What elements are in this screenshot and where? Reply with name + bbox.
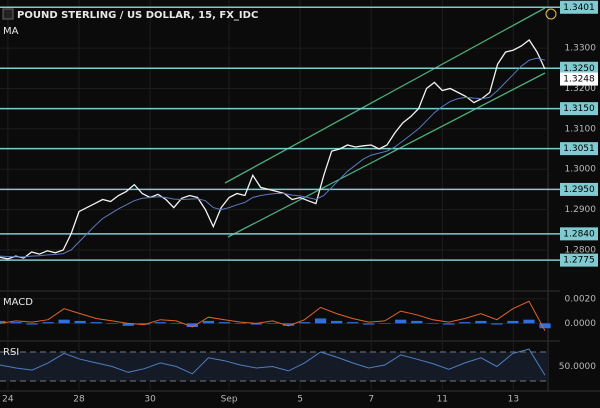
collapse-button[interactable] bbox=[2, 8, 14, 20]
level-label-box bbox=[560, 253, 598, 267]
x-tick-label: 28 bbox=[73, 395, 85, 405]
x-tick-label: 11 bbox=[437, 395, 448, 405]
y-tick-label: 0.0020 bbox=[565, 294, 597, 304]
level-label: 1.3250 bbox=[563, 64, 595, 74]
macd-histogram-bar bbox=[10, 322, 22, 324]
indicator-label: MA bbox=[3, 26, 19, 37]
y-tick-label: 0.0000 bbox=[565, 319, 597, 329]
macd-histogram-bar bbox=[395, 319, 407, 324]
macd-histogram-bar bbox=[154, 322, 166, 324]
series-line bbox=[0, 39, 546, 260]
macd-histogram-bar bbox=[459, 322, 471, 324]
channel-line bbox=[227, 72, 546, 238]
level-label-box bbox=[560, 142, 598, 156]
y-tick-label: 1.2800 bbox=[565, 246, 597, 256]
macd-histogram-bar bbox=[106, 323, 118, 324]
level-label: 1.2775 bbox=[563, 256, 595, 266]
macd-histogram-bar bbox=[90, 322, 102, 324]
macd-histogram-bar bbox=[250, 323, 263, 325]
alert-icon[interactable] bbox=[545, 8, 557, 20]
level-label: 1.3401 bbox=[563, 3, 595, 13]
macd-histogram-bar bbox=[74, 320, 86, 324]
macd-histogram-bar bbox=[443, 323, 455, 325]
y-tick-label: 1.3200 bbox=[565, 84, 597, 94]
macd-histogram-bar bbox=[138, 323, 150, 325]
macd-histogram-bar bbox=[491, 323, 503, 325]
channel-line bbox=[224, 7, 546, 184]
macd-histogram-bar bbox=[42, 322, 54, 324]
macd-histogram-bar bbox=[314, 318, 327, 324]
macd-histogram-bar bbox=[122, 323, 134, 326]
macd-histogram-bar bbox=[266, 323, 279, 324]
series-line bbox=[0, 57, 546, 258]
level-label-box bbox=[560, 102, 598, 116]
level-label: 1.2840 bbox=[563, 229, 595, 239]
level-label: 1.3051 bbox=[563, 144, 595, 154]
y-tick-label: 1.3300 bbox=[565, 44, 597, 54]
symbol-title: POUND STERLING / US DOLLAR, 15, FX_IDC bbox=[17, 10, 258, 21]
y-tick-label: 1.3100 bbox=[565, 124, 597, 134]
level-label-box bbox=[560, 182, 598, 196]
macd-histogram-bar bbox=[331, 320, 343, 324]
y-tick-label: 1.3000 bbox=[565, 165, 597, 175]
macd-histogram-bar bbox=[202, 320, 214, 324]
x-tick-label: 30 bbox=[144, 395, 156, 405]
last-price-label: 1.3248 bbox=[563, 75, 595, 85]
y-tick-label: 50.0000 bbox=[559, 362, 596, 372]
macd-histogram-bar bbox=[427, 323, 439, 324]
level-label-box bbox=[560, 61, 598, 75]
x-tick-label: 13 bbox=[508, 395, 519, 405]
y-tick-label: 1.2900 bbox=[565, 205, 597, 215]
macd-histogram-bar bbox=[411, 320, 423, 324]
level-label-box bbox=[560, 227, 598, 241]
macd-histogram-bar bbox=[218, 322, 231, 324]
level-label-box bbox=[560, 0, 598, 14]
macd-histogram-bar bbox=[523, 319, 535, 324]
x-tick-label: Sep bbox=[221, 395, 238, 405]
rsi-label: RSI bbox=[3, 347, 19, 358]
macd-histogram-bar bbox=[58, 319, 70, 324]
x-tick-label: 5 bbox=[297, 395, 303, 405]
level-label: 1.3150 bbox=[563, 104, 595, 114]
macd-histogram-bar bbox=[282, 323, 295, 326]
series-line bbox=[0, 300, 546, 331]
macd-histogram-bar bbox=[234, 323, 247, 324]
macd-histogram-bar bbox=[475, 320, 487, 324]
x-tick-label: 7 bbox=[368, 395, 374, 405]
macd-histogram-bar bbox=[363, 323, 375, 325]
macd-label: MACD bbox=[3, 297, 33, 308]
level-label: 1.2950 bbox=[563, 185, 595, 195]
x-tick-label: 24 bbox=[2, 395, 14, 405]
macd-histogram-bar bbox=[507, 320, 519, 324]
last-price-box bbox=[560, 72, 598, 86]
macd-histogram-bar bbox=[379, 323, 391, 324]
macd-histogram-bar bbox=[347, 322, 359, 324]
macd-histogram-bar bbox=[539, 323, 551, 329]
macd-histogram-bar bbox=[186, 323, 198, 328]
macd-histogram-bar bbox=[26, 323, 38, 325]
macd-histogram-bar bbox=[0, 320, 6, 324]
macd-histogram-bar bbox=[298, 322, 311, 324]
series-line bbox=[0, 348, 546, 376]
macd-histogram-bar bbox=[170, 323, 182, 324]
